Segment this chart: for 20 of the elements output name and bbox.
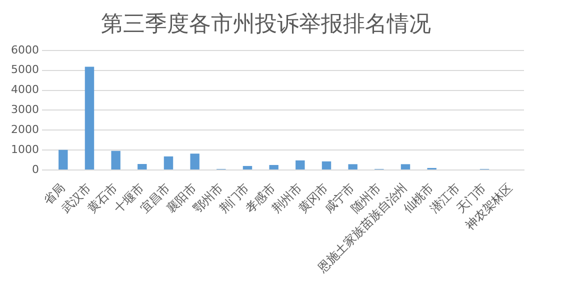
chart-title: 第三季度各市州投诉举报排名情况 — [101, 12, 431, 37]
y-tick-label: 3000 — [10, 103, 39, 116]
bar — [296, 160, 305, 170]
bar — [242, 166, 252, 170]
bar — [84, 66, 94, 170]
bar — [164, 156, 174, 170]
bar — [58, 150, 68, 170]
y-tick-label: 2000 — [10, 122, 39, 136]
bar — [322, 161, 332, 170]
bar — [190, 154, 200, 170]
bar — [348, 164, 358, 170]
y-tick-label: 1000 — [10, 142, 39, 156]
bar — [138, 164, 147, 170]
y-tick-label: 5000 — [10, 63, 39, 76]
bar — [269, 164, 278, 170]
y-tick-label: 0 — [32, 162, 39, 176]
y-tick-label: 6000 — [10, 43, 39, 56]
bar — [400, 164, 410, 170]
y-tick-label: 4000 — [10, 83, 39, 96]
bar — [111, 150, 120, 170]
